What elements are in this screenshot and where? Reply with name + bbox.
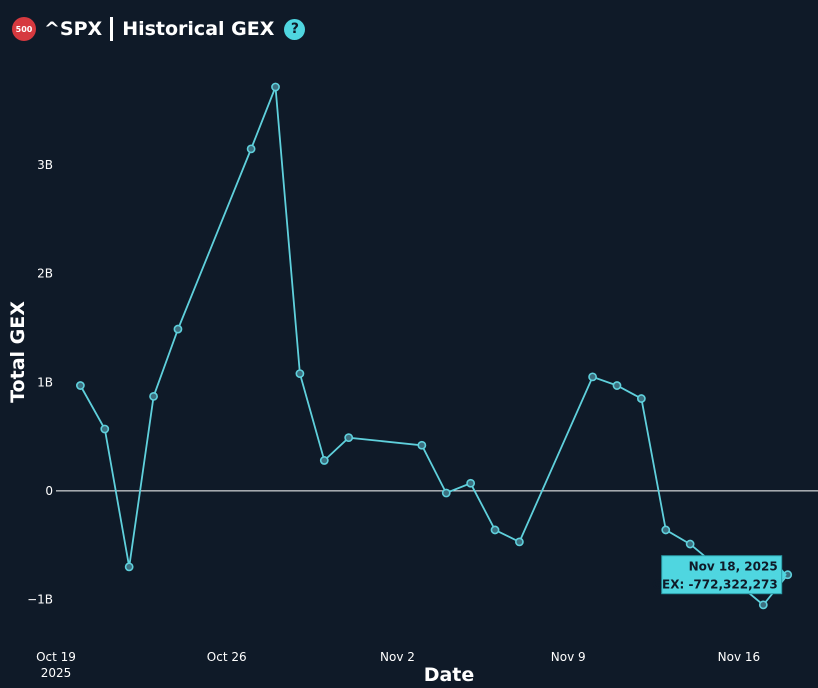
tooltip-arrow	[781, 568, 787, 581]
data-point[interactable]	[124, 562, 134, 572]
x-tick-label: Nov 9	[551, 650, 586, 664]
data-point[interactable]	[246, 144, 256, 154]
y-axis-title: Total GEX	[7, 301, 29, 403]
y-tick-label: 3B	[37, 158, 53, 172]
data-point[interactable]	[75, 381, 85, 390]
data-point[interactable]	[685, 539, 695, 549]
x-tick-label: Nov 16	[718, 650, 761, 664]
data-point[interactable]	[149, 391, 158, 401]
chart-header: 500 ^SPX Historical GEX ?	[12, 14, 306, 44]
data-point[interactable]	[490, 525, 500, 535]
sp500-badge-icon: 500	[12, 17, 36, 41]
data-point[interactable]	[466, 478, 476, 488]
y-tick-label: 1B	[37, 375, 53, 389]
data-point[interactable]	[417, 440, 427, 450]
data-point[interactable]	[344, 433, 354, 443]
chart-title: Historical GEX	[122, 18, 275, 40]
x-tick-sublabel: 2025	[41, 666, 72, 680]
x-axis-title: Date	[424, 664, 475, 686]
help-question-icon[interactable]: ?	[284, 18, 306, 40]
y-tick-label: −1B	[27, 592, 53, 606]
title-separator	[110, 17, 114, 41]
data-point[interactable]	[758, 600, 768, 610]
tooltip-date: Nov 18, 2025	[689, 560, 778, 574]
data-point[interactable]	[661, 525, 671, 535]
data-point[interactable]	[271, 82, 280, 92]
data-point[interactable]	[295, 369, 305, 378]
x-axis-ticks: Oct 19 2025 Oct 26 Nov 2 Nov 9 Nov 16	[36, 650, 760, 680]
x-tick-label: Nov 2	[380, 650, 415, 664]
data-point[interactable]	[636, 394, 646, 403]
data-points	[75, 82, 793, 610]
y-tick-label: 0	[45, 484, 53, 498]
data-point[interactable]	[173, 324, 183, 334]
series-line-total-gex	[79, 86, 789, 607]
tooltip-box	[661, 555, 783, 595]
data-point[interactable]	[515, 537, 524, 547]
hover-tooltip: Nov 18, 2025 GEX: -772,322,273	[652, 555, 787, 595]
ticker-symbol: ^SPX	[44, 18, 103, 40]
x-tick-label: Oct 26	[207, 650, 247, 664]
data-point[interactable]	[441, 488, 451, 498]
y-tick-label: 2B	[37, 267, 53, 281]
data-point[interactable]	[319, 456, 329, 465]
data-point[interactable]	[588, 372, 597, 382]
data-point[interactable]	[100, 424, 110, 434]
tooltip-value: GEX: -772,322,273	[652, 578, 778, 592]
data-point[interactable]	[612, 381, 622, 390]
y-axis-ticks: −1B 0 1B 2B 3B	[27, 158, 53, 606]
x-tick-label: Oct 19	[36, 650, 76, 664]
